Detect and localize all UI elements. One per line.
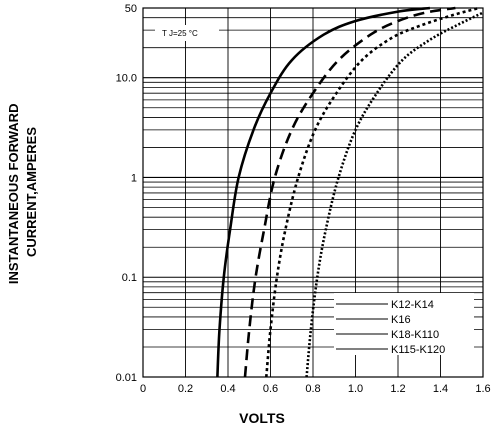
series-line-4 <box>305 11 484 378</box>
x-tick-label: 0.4 <box>220 383 235 395</box>
legend-label: K115-K120 <box>391 344 445 356</box>
x-tick-label: 1.0 <box>348 383 363 395</box>
y-axis-label-line-1: INSTANTANEOUS FORWARD <box>6 104 21 285</box>
y-axis-label: INSTANTANEOUS FORWARD CURRENT,AMPERES <box>6 100 39 284</box>
series-line-2 <box>243 6 456 378</box>
plot-frame <box>142 7 484 378</box>
x-axis-ticks: 0 0.2 0.4 0.6 0.8 1.0 1.2 1.4 1.6 <box>140 383 491 395</box>
legend-label: K16 <box>391 314 411 326</box>
x-tick-label: 0.6 <box>263 383 278 395</box>
y-axis-ticks: 0.01 0.1 1 10.0 50 <box>116 3 137 384</box>
temperature-annotation: T J=25 °C <box>162 29 198 38</box>
x-tick-label: 1.2 <box>390 383 405 395</box>
series-line-1 <box>216 6 431 378</box>
x-tick-label: 0.8 <box>305 383 320 395</box>
y-axis-label-line-2: CURRENT,AMPERES <box>24 127 39 257</box>
y-tick-label: 50 <box>125 3 137 15</box>
y-tick-label: 1 <box>131 172 137 184</box>
x-tick-label: 0 <box>140 383 146 395</box>
legend-label: K12-K14 <box>391 299 434 311</box>
temperature-annotation-box: T J=25 °C <box>155 25 219 41</box>
legend-label: K18-K110 <box>391 329 439 341</box>
x-tick-label: 0.2 <box>178 383 193 395</box>
x-tick-label: 1.4 <box>433 383 448 395</box>
y-tick-label: 10.0 <box>116 73 137 85</box>
x-tick-label: 1.6 <box>475 383 490 395</box>
chart-curves <box>216 6 484 378</box>
y-tick-label: 0.01 <box>116 372 137 384</box>
y-tick-label: 0.1 <box>122 272 137 284</box>
x-axis-label: VOLTS <box>239 410 285 426</box>
legend: K12-K14 K16 K18-K110 K115-K120 <box>334 293 474 356</box>
